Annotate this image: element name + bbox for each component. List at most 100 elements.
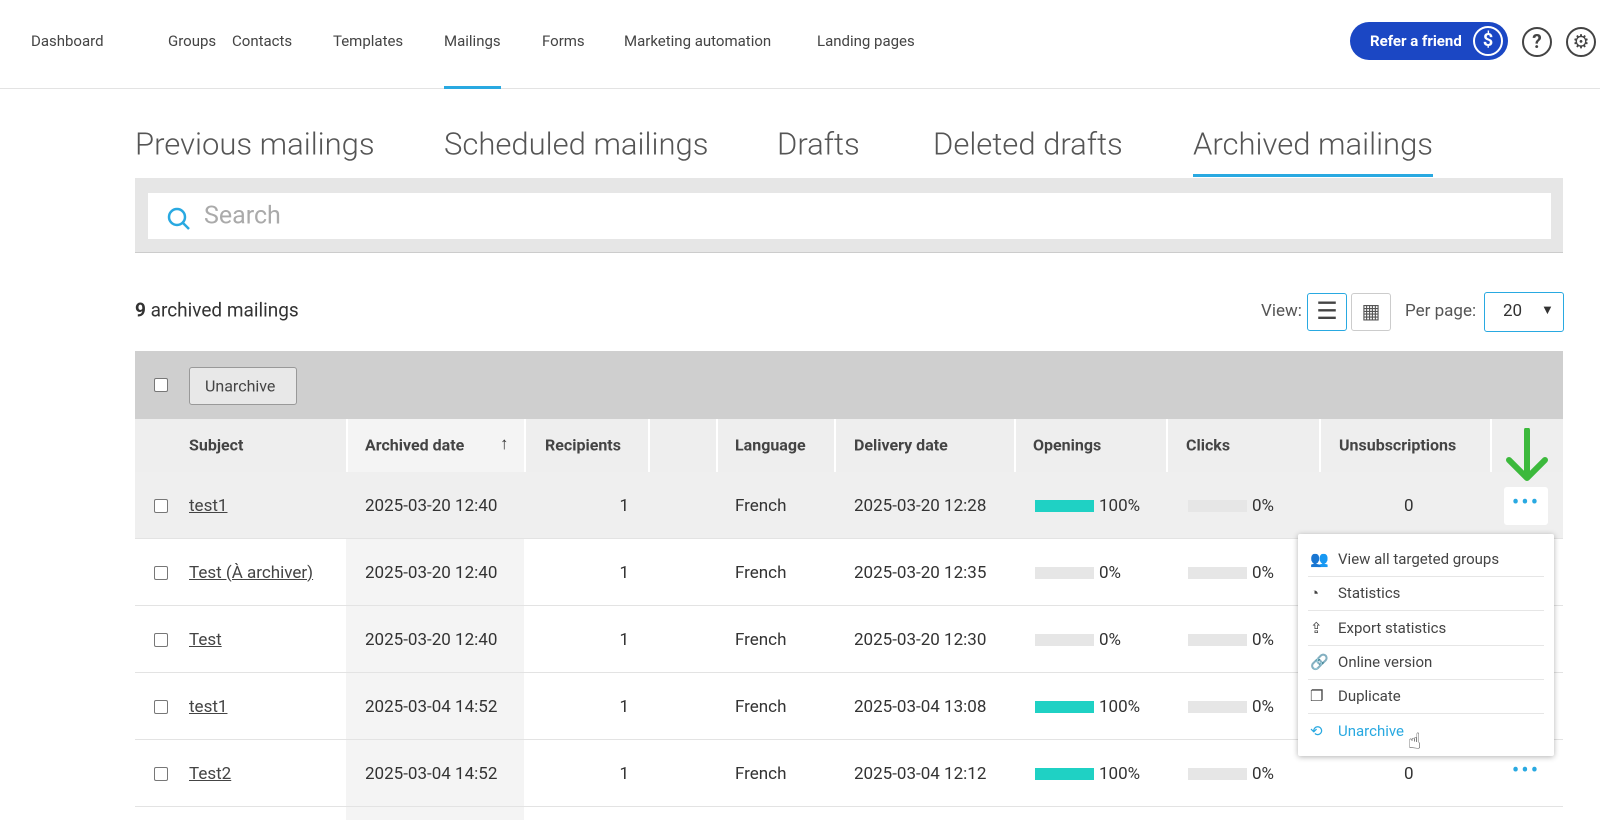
menu-item[interactable]: Unarchive (1338, 721, 1404, 740)
bulk-unarchive-button[interactable] (189, 367, 297, 405)
summary: 9 archived mailings (135, 299, 299, 322)
unsubscriptions: 0 (1404, 763, 1414, 784)
delivery-date: 2025-03-20 12:28 (854, 495, 987, 516)
column-header: Language (735, 435, 806, 455)
nav-item[interactable]: Forms (542, 32, 585, 50)
row-checkbox[interactable] (154, 699, 168, 714)
language: French (735, 696, 787, 717)
tab-active-underline (1193, 174, 1433, 177)
language: French (735, 562, 787, 583)
actions-button-bg[interactable] (1504, 486, 1548, 525)
menu-item[interactable]: Duplicate (1338, 687, 1401, 706)
row-checkbox[interactable] (154, 565, 168, 580)
count: 9 (135, 298, 146, 322)
openings-track (1035, 633, 1094, 646)
search-input[interactable] (148, 193, 1551, 239)
language: French (735, 629, 787, 650)
subject-link[interactable]: test1 (189, 495, 228, 516)
menu-icon: 🔗 (1310, 652, 1329, 671)
column-separator (716, 419, 718, 472)
subject-link[interactable]: Test (189, 629, 222, 650)
menu-icon: 👥 (1310, 550, 1329, 568)
unsubscriptions: 0 (1404, 495, 1414, 516)
help-icon[interactable]: ? (1522, 27, 1552, 57)
column-header: Unsubscriptions (1339, 435, 1457, 455)
menu-item[interactable]: Statistics (1338, 584, 1401, 603)
subject-link[interactable]: Test (À archiver) (189, 562, 314, 583)
summary-text: archived mailings (150, 298, 299, 322)
list-view-button[interactable]: ☰ (1307, 293, 1347, 331)
archived-date: 2025-03-20 12:40 (365, 629, 498, 650)
tab[interactable]: Previous mailings (135, 125, 375, 163)
clicks-track (1188, 633, 1247, 646)
column-separator (1166, 419, 1168, 472)
column-separator (346, 419, 348, 472)
tab[interactable]: Archived mailings (1193, 125, 1433, 163)
nav-item[interactable]: Groups (168, 32, 217, 50)
row-checkbox[interactable] (154, 498, 168, 513)
column-header: Subject (189, 435, 244, 455)
delivery-date: 2025-03-04 12:12 (854, 763, 987, 784)
nav-item[interactable]: Templates (333, 32, 404, 50)
top-nav (0, 0, 1600, 89)
mouse-cursor: ☝ (1408, 729, 1422, 755)
column-separator (648, 419, 650, 472)
nav-item[interactable]: Contacts (232, 32, 293, 50)
row-border (135, 538, 1563, 539)
tab[interactable]: Deleted drafts (933, 125, 1123, 163)
nav-item[interactable]: Dashboard (31, 32, 104, 50)
column-header: Recipients (545, 435, 621, 455)
actions-dots[interactable]: ••• (1511, 490, 1541, 515)
openings-label: 100% (1099, 495, 1141, 516)
subject-link[interactable]: Test2 (189, 763, 232, 784)
settings-icon[interactable]: ⚙ (1566, 27, 1596, 57)
menu-item[interactable]: View all targeted groups (1338, 550, 1500, 568)
clicks-label: 0% (1252, 696, 1275, 717)
select-all-checkbox[interactable] (154, 378, 168, 392)
dropdown-arrow: ▼ (1541, 303, 1554, 318)
row-checkbox[interactable] (154, 766, 168, 781)
grid-view-button[interactable]: ▦ (1351, 293, 1391, 331)
bulk-unarchive-text: Unarchive (205, 376, 276, 396)
delivery-date: 2025-03-20 12:30 (854, 629, 987, 650)
menu-icon: ◔ (1310, 584, 1320, 603)
language: French (735, 495, 787, 516)
nav-item[interactable]: Landing pages (817, 32, 915, 50)
openings-label: 100% (1099, 763, 1141, 784)
menu-item[interactable]: Export statistics (1338, 618, 1447, 637)
clicks-track (1188, 499, 1247, 512)
column-separator (1014, 419, 1016, 472)
recipients: 1 (619, 763, 629, 784)
nav-item[interactable]: Mailings (444, 32, 501, 50)
archived-date: 2025-03-20 12:40 (365, 562, 498, 583)
openings-label: 100% (1099, 696, 1141, 717)
menu-icon: ⟲ (1310, 721, 1323, 740)
column-header: Openings (1033, 435, 1102, 455)
menu-separator (1308, 576, 1544, 577)
clicks-label: 0% (1252, 763, 1275, 784)
clicks-label: 0% (1252, 495, 1275, 516)
dollar-icon: $ (1473, 26, 1503, 56)
column-separator (1319, 419, 1321, 472)
search-icon (167, 207, 190, 230)
subject-link[interactable]: test1 (189, 696, 228, 717)
menu-separator (1308, 713, 1544, 715)
row-hover-bg (135, 472, 1563, 539)
column-header[interactable]: Archived date (365, 435, 465, 455)
column-separator (524, 419, 526, 472)
recipients: 1 (619, 562, 629, 583)
per-page-select[interactable] (1484, 292, 1564, 332)
actions-dots[interactable]: ••• (1511, 758, 1541, 783)
column-header: Clicks (1186, 435, 1231, 455)
archived-date: 2025-03-04 14:52 (365, 696, 498, 717)
row-checkbox[interactable] (154, 632, 168, 647)
nav-active-underline (444, 86, 501, 89)
row-border (135, 672, 1563, 673)
clicks-label: 0% (1252, 629, 1275, 650)
archived-date: 2025-03-20 12:40 (365, 495, 498, 516)
nav-item[interactable]: Marketing automation (624, 32, 772, 50)
tab[interactable]: Drafts (777, 125, 860, 163)
menu-item[interactable]: Online version (1338, 652, 1433, 671)
clicks-label: 0% (1252, 562, 1275, 583)
tab[interactable]: Scheduled mailings (444, 125, 709, 163)
